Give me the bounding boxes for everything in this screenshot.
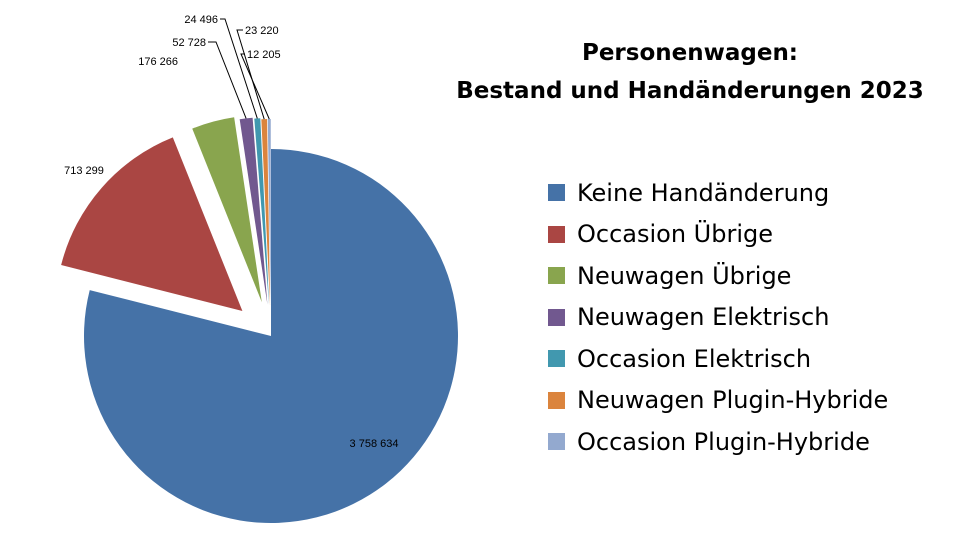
legend-label: Neuwagen Elektrisch [577, 303, 830, 332]
leader-line-occasion-plugin-hybride [240, 53, 270, 120]
legend-swatch [548, 308, 565, 326]
pie-slice-neuwagen-plugin-hybride [261, 119, 271, 307]
leader-line-neuwagen-plugin-hybride [236, 29, 265, 120]
pie-slice-keine-handaenderung [83, 149, 458, 523]
chart-title: Personenwagen: Bestand und Handänderunge… [440, 34, 940, 110]
legend-label: Neuwagen Plugin-Hybride [577, 386, 889, 415]
leader-line-neuwagen-elektrisch [208, 41, 247, 119]
leader-lines [208, 18, 270, 120]
legend-label: Occasion Übrige [577, 220, 774, 249]
legend-swatch [548, 184, 565, 202]
legend-item-occasion-elektrisch: Occasion Elektrisch [548, 338, 888, 380]
pie-slice-occasion-elektrisch [254, 118, 270, 306]
data-label-keine-handaenderung: 3 758 634 [350, 438, 399, 450]
data-label-neuwagen-elektrisch: 52 728 [172, 37, 206, 49]
legend-label: Keine Handänderung [577, 178, 830, 207]
pie-slices [61, 117, 458, 523]
legend-swatch [548, 391, 565, 409]
legend-item-neuwagen-plugin-hybride: Neuwagen Plugin-Hybride [548, 380, 888, 422]
data-label-occasion-elektrisch: 24 496 [184, 14, 218, 26]
pie-slice-occasion-plugin-hybride [267, 119, 271, 307]
legend-item-neuwagen-elektrisch: Neuwagen Elektrisch [548, 297, 888, 339]
chart-title-line-2: Bestand und Handänderungen 2023 [456, 78, 924, 104]
chart-title-line-1: Personenwagen: [581, 40, 799, 66]
legend-swatch [548, 225, 565, 243]
leader-line-occasion-elektrisch [220, 18, 258, 119]
legend-item-neuwagen-uebrige: Neuwagen Übrige [548, 255, 888, 297]
legend-item-occasion-plugin-hybride: Occasion Plugin-Hybride [548, 421, 888, 463]
data-label-neuwagen-uebrige: 176 266 [138, 56, 178, 68]
legend-label: Occasion Plugin-Hybride [577, 427, 870, 456]
legend-item-keine-handaenderung: Keine Handänderung [548, 172, 888, 214]
pie-slice-occasion-uebrige [61, 137, 243, 311]
data-labels: 3 758 634 713 299 176 266 52 728 24 496 23 22… [64, 14, 398, 450]
legend-swatch [548, 267, 565, 285]
legend-item-occasion-uebrige: Occasion Übrige [548, 214, 888, 256]
legend-swatch [548, 433, 565, 451]
data-label-neuwagen-plugin-hybride: 23 220 [245, 25, 279, 37]
data-label-occasion-plugin-hybride: 12 205 [247, 49, 281, 61]
legend-swatch [548, 350, 565, 368]
legend-label: Occasion Elektrisch [577, 344, 812, 373]
legend: Keine Handänderung Occasion Übrige Neuwage… [548, 172, 888, 463]
data-label-occasion-uebrige: 713 299 [64, 165, 104, 177]
legend-label: Neuwagen Übrige [577, 261, 792, 290]
pie-slice-neuwagen-elektrisch [239, 117, 268, 305]
pie-slice-neuwagen-uebrige [192, 117, 262, 303]
